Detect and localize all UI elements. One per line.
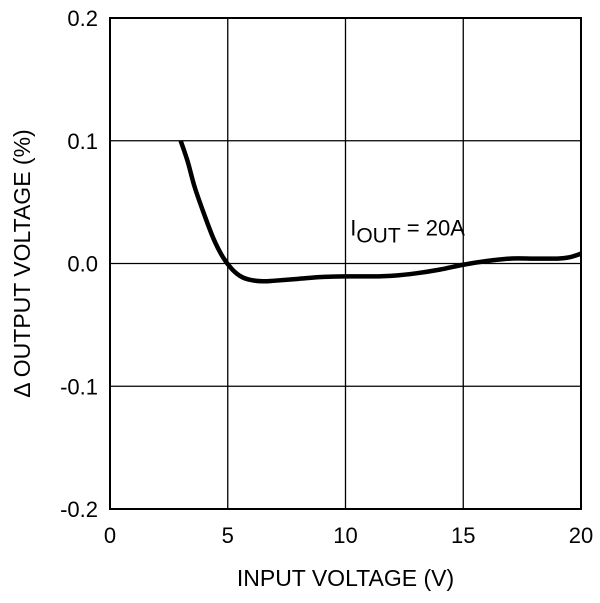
x-tick-label: 20	[569, 523, 593, 548]
y-tick-label: 0.1	[67, 129, 98, 154]
y-tick-label: -0.2	[60, 497, 98, 522]
x-axis-title: INPUT VOLTAGE (V)	[237, 565, 454, 591]
y-tick-label: -0.1	[60, 374, 98, 399]
annotation-main: I	[350, 215, 356, 240]
y-tick-label: 0.0	[67, 252, 98, 277]
annotation-rest: = 20A	[401, 215, 466, 240]
x-tick-label: 0	[104, 523, 116, 548]
y-axis-title: Δ OUTPUT VOLTAGE (%)	[9, 129, 35, 397]
y-tick-label: 0.2	[67, 6, 98, 31]
x-tick-labels: 0 5 10 15 20	[104, 523, 593, 548]
x-tick-label: 5	[222, 523, 234, 548]
series-line	[178, 140, 582, 284]
y-tick-labels: 0.2 0.1 0.0 -0.1 -0.2	[60, 6, 98, 522]
x-tick-label: 10	[333, 523, 357, 548]
x-tick-label: 15	[451, 523, 475, 548]
annotation-subscript: OUT	[356, 224, 401, 247]
grid	[109, 17, 582, 510]
series-layer	[178, 140, 582, 284]
plot-frame	[109, 17, 582, 510]
series-annotation: IOUT = 20A	[350, 215, 465, 247]
